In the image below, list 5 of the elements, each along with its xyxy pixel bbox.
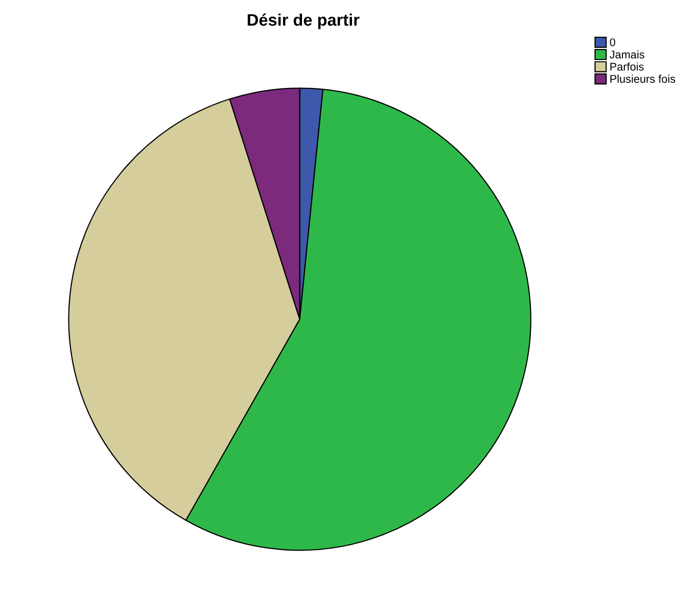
legend-label: Jamais [610, 50, 644, 58]
legend-label: Plusieurs fois [610, 74, 676, 83]
chart-title: Désir de partir [248, 13, 360, 30]
legend-label: 0 [610, 38, 616, 46]
legend-label: Parfois [610, 62, 644, 71]
